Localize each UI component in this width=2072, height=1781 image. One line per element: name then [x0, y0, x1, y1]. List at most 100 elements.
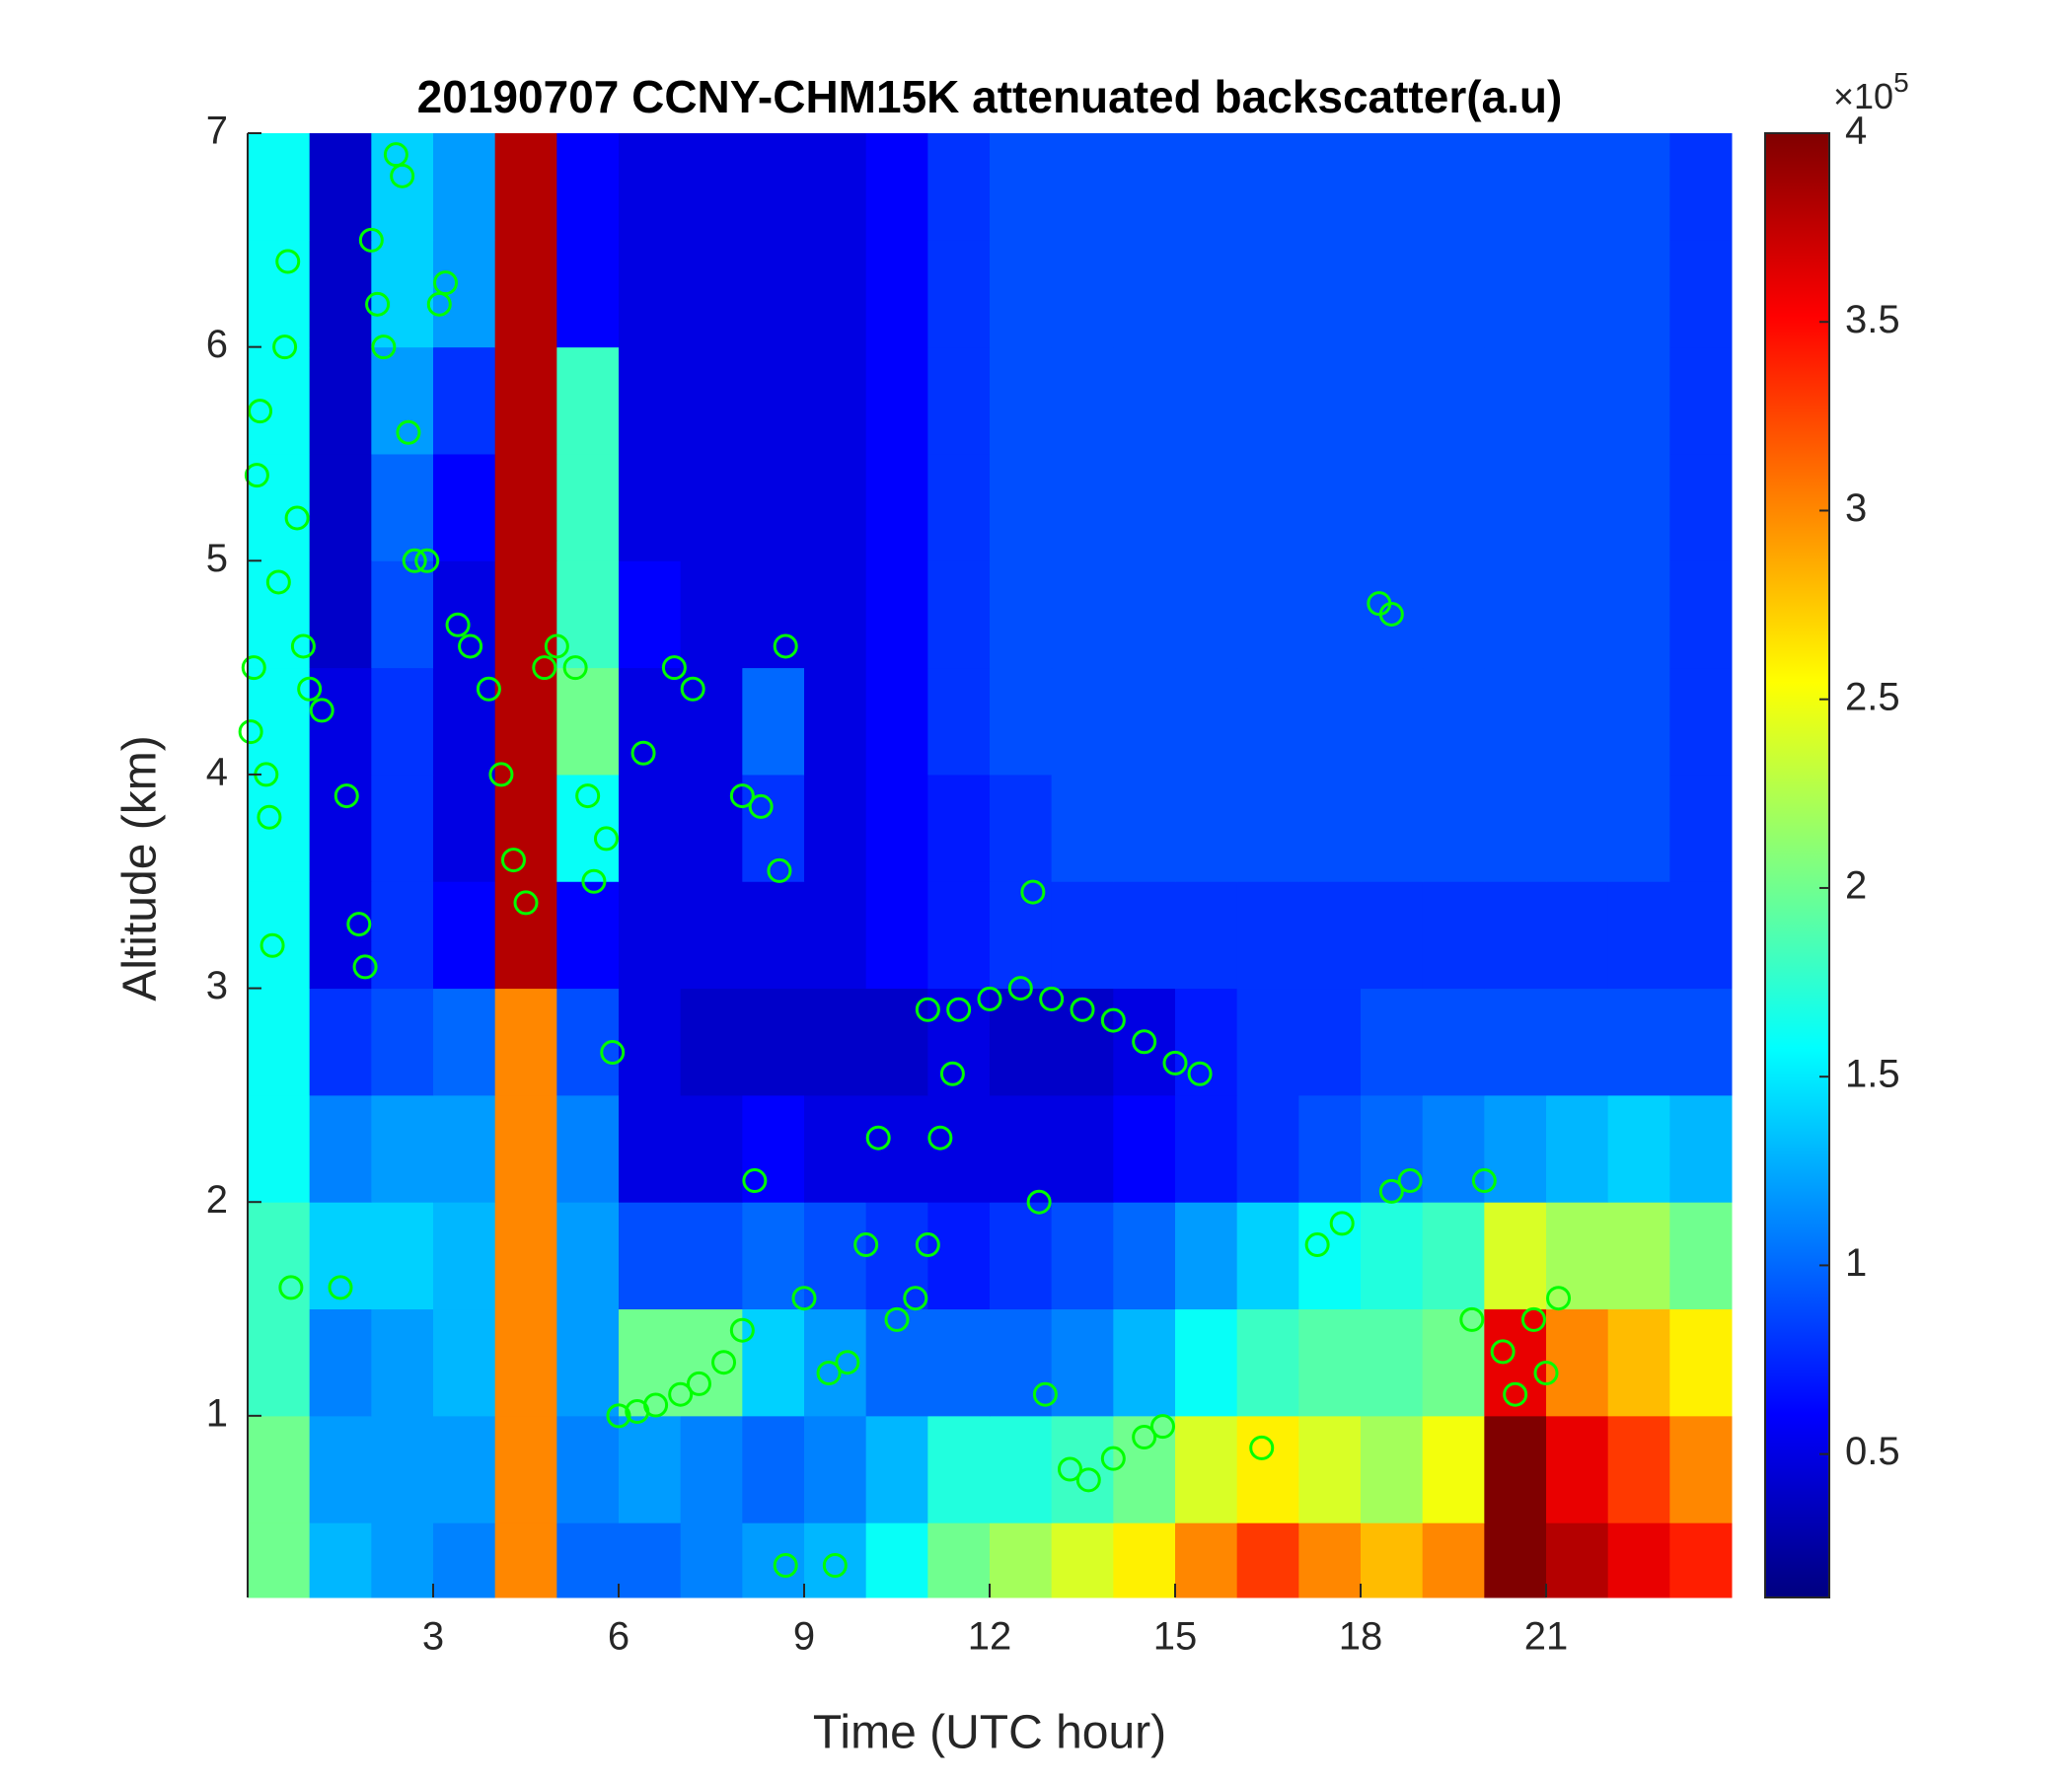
- heatmap-cell: [371, 1094, 434, 1203]
- heatmap-cell: [1484, 1308, 1547, 1417]
- heatmap-cell: [433, 1094, 496, 1203]
- heatmap-cell: [1361, 774, 1424, 882]
- layer-point: [476, 676, 501, 702]
- layer-point: [1378, 601, 1404, 627]
- heatmap-cell: [1236, 133, 1299, 241]
- heatmap-cell: [1236, 667, 1299, 776]
- layer-point: [396, 419, 421, 445]
- heatmap-cell: [494, 667, 557, 776]
- heatmap-cell: [1669, 1308, 1733, 1417]
- heatmap-cell: [619, 560, 682, 669]
- colorbar-tick-label: 2: [1845, 864, 1867, 908]
- layer-point: [767, 857, 792, 883]
- heatmap-cell: [1669, 1415, 1733, 1523]
- heatmap-cell: [865, 881, 928, 990]
- heatmap-cell: [990, 774, 1053, 882]
- heatmap-cell: [433, 1415, 496, 1523]
- layer-point: [352, 954, 378, 980]
- heatmap-cell: [1546, 1522, 1609, 1598]
- layer-point: [1075, 1467, 1101, 1493]
- heatmap-cell: [556, 1094, 620, 1203]
- heatmap-cell: [865, 1522, 928, 1598]
- layer-point: [1100, 1446, 1126, 1471]
- heatmap-cell: [865, 560, 928, 669]
- heatmap-cell: [1484, 1415, 1547, 1523]
- heatmap-cell: [1236, 240, 1299, 348]
- layer-point: [275, 249, 301, 274]
- y-tick-label: 1: [206, 1391, 228, 1435]
- heatmap-cell: [1607, 881, 1670, 990]
- heatmap-cell: [742, 346, 805, 455]
- layer-point: [946, 997, 972, 1022]
- y-tick-label: 4: [206, 750, 228, 793]
- heatmap-cell: [1051, 560, 1114, 669]
- heatmap-cell: [1175, 1202, 1238, 1310]
- layer-point: [1026, 1189, 1052, 1215]
- heatmap-cell: [1298, 453, 1362, 561]
- y-axis-label: Altitude (km): [114, 735, 167, 1001]
- heatmap-cell: [1484, 1202, 1547, 1310]
- heatmap-cell: [1236, 560, 1299, 669]
- heatmap-cell: [1236, 1522, 1299, 1598]
- layer-point: [630, 740, 656, 766]
- colorbar-scale: ×105: [1833, 67, 1909, 115]
- colorbar-tick-label: 0.5: [1845, 1430, 1900, 1473]
- heatmap-cell: [371, 1308, 434, 1417]
- layer-point: [1132, 1425, 1157, 1450]
- layer-point: [835, 1350, 860, 1375]
- heatmap-cell: [742, 1094, 805, 1203]
- heatmap-cell: [1607, 988, 1670, 1096]
- heatmap-cell: [1298, 133, 1362, 241]
- heatmap-cell: [865, 774, 928, 882]
- heatmap-cell: [927, 1308, 991, 1417]
- layer-point: [1520, 1306, 1546, 1332]
- heatmap-cell: [248, 1522, 311, 1598]
- heatmap-cell: [680, 1522, 743, 1598]
- y-tick-label: 5: [206, 537, 228, 580]
- heatmap-cell: [1669, 560, 1733, 669]
- heatmap-cell: [1175, 1094, 1238, 1203]
- heatmap-cell: [309, 774, 372, 882]
- heatmap-cell: [619, 1094, 682, 1203]
- heatmap-cell: [619, 1415, 682, 1523]
- heatmap-cell: [1113, 988, 1176, 1096]
- heatmap-cell: [1607, 240, 1670, 348]
- heatmap-cell: [309, 1308, 372, 1417]
- heatmap-cell: [1175, 240, 1238, 348]
- layer-point: [328, 1275, 353, 1300]
- layer-point: [248, 399, 273, 424]
- heatmap-cell: [742, 1415, 805, 1523]
- heatmap-cell: [433, 774, 496, 882]
- heatmap-cell: [1607, 560, 1670, 669]
- heatmap-cell: [1236, 1415, 1299, 1523]
- heatmap-cell: [680, 667, 743, 776]
- heatmap-cell: [494, 1202, 557, 1310]
- layer-point: [333, 783, 359, 809]
- heatmap-cell: [804, 667, 867, 776]
- heatmap-cell: [1113, 1415, 1176, 1523]
- heatmap-cell: [865, 667, 928, 776]
- layer-point: [1187, 1061, 1213, 1086]
- heatmap-cell: [927, 667, 991, 776]
- heatmap-cell: [494, 988, 557, 1096]
- heatmap-cell: [990, 1415, 1053, 1523]
- heatmap-cell: [1361, 240, 1424, 348]
- heatmap-cell: [865, 346, 928, 455]
- layer-point: [661, 655, 687, 681]
- heatmap-cell: [1422, 1202, 1485, 1310]
- heatmap-cell: [1051, 881, 1114, 990]
- heatmap-cell: [1175, 1522, 1238, 1598]
- heatmap-cell: [619, 1522, 682, 1598]
- heatmap-cell: [556, 240, 620, 348]
- layer-point: [939, 1061, 965, 1086]
- heatmap-cell: [619, 881, 682, 990]
- heatmap-cell: [556, 1202, 620, 1310]
- heatmap-cell: [742, 667, 805, 776]
- heatmap-cell: [248, 988, 311, 1096]
- heatmap-cell: [1051, 988, 1114, 1096]
- layer-point: [1057, 1456, 1082, 1482]
- heatmap-cell: [1175, 988, 1238, 1096]
- heatmap-cell: [1298, 988, 1362, 1096]
- heatmap-cell: [1113, 881, 1176, 990]
- heatmap-cell: [494, 1415, 557, 1523]
